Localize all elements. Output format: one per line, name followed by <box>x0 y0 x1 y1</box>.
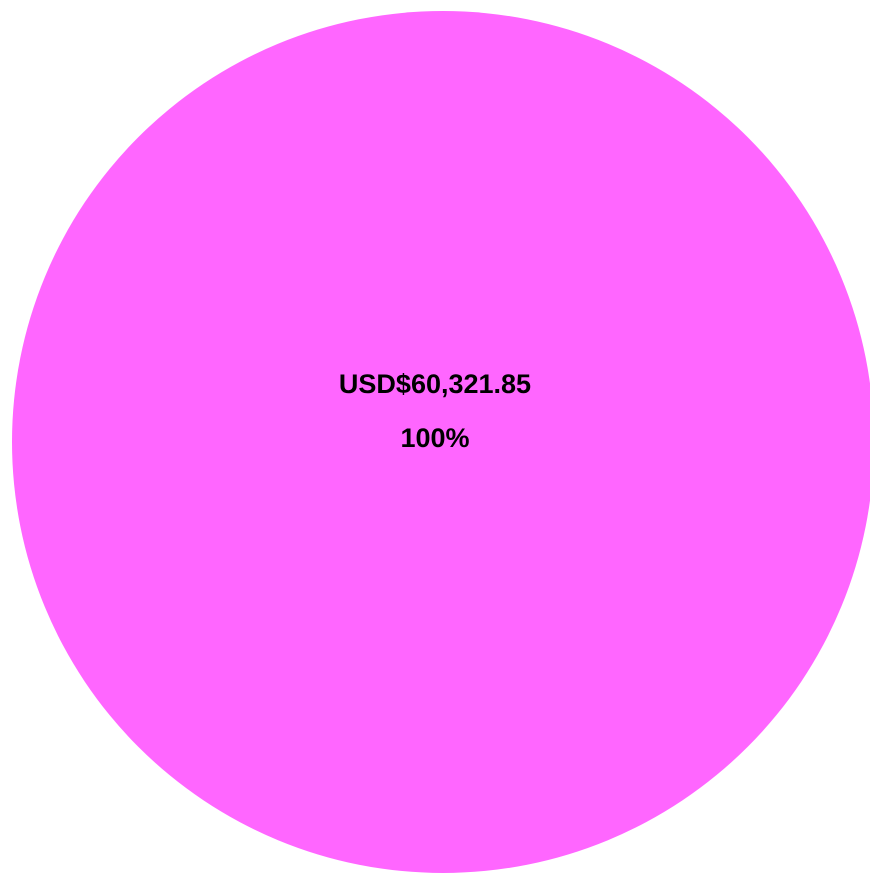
pie-slice <box>12 11 870 873</box>
value-label: USD$60,321.85 <box>339 369 531 399</box>
percent-label: 100% <box>400 423 469 453</box>
